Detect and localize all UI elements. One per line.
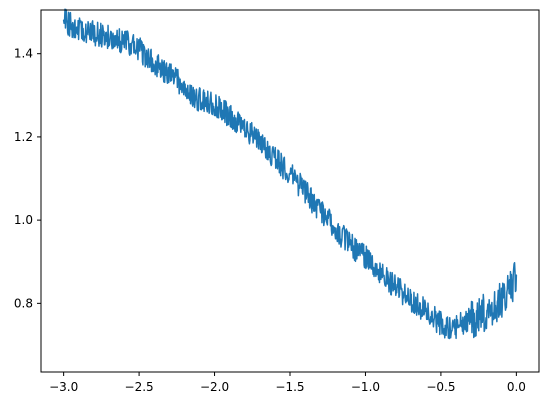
plot-background — [41, 10, 539, 372]
x-tick-label: −3.0 — [49, 380, 78, 394]
x-tick-label: −0.5 — [426, 380, 455, 394]
x-tick-label: −2.5 — [125, 380, 154, 394]
x-tick-label: 0.0 — [507, 380, 526, 394]
series-line — [62, 8, 518, 340]
y-tick-label: 0.8 — [14, 296, 33, 310]
y-tick-label: 1.4 — [14, 47, 33, 61]
series-layer — [62, 8, 518, 340]
x-tick-label: −1.0 — [351, 380, 380, 394]
x-tick-label: −2.0 — [200, 380, 229, 394]
y-tick-label: 1.2 — [14, 130, 33, 144]
y-axis: 0.8 1.0 1.2 1.4 — [14, 47, 41, 310]
x-axis: −3.0 −2.5 −2.0 −1.5 −1.0 −0.5 0.0 — [49, 372, 526, 394]
y-tick-label: 1.0 — [14, 213, 33, 227]
x-tick-label: −1.5 — [275, 380, 304, 394]
